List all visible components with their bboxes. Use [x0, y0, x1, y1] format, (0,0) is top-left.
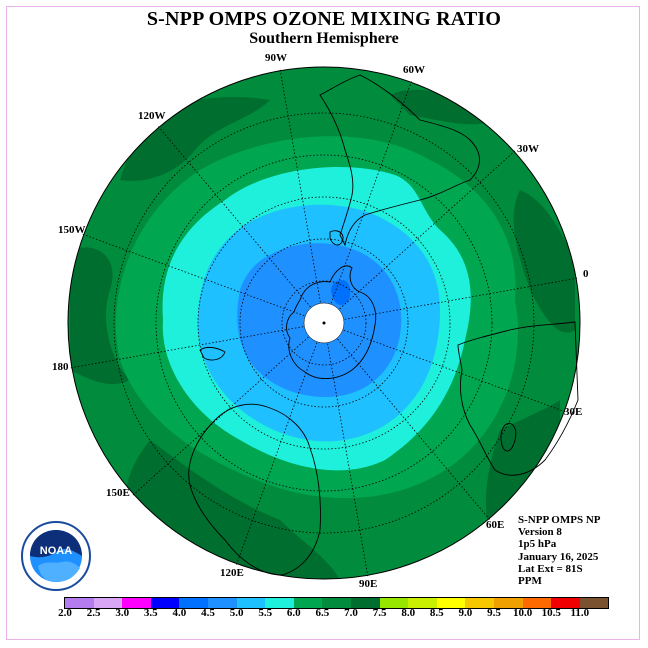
colorbar-cell — [522, 598, 552, 608]
lon-label-60e: 60E — [486, 519, 504, 531]
info-instrument: S-NPP OMPS NP — [518, 514, 601, 526]
colorbar-tick-label: 4.0 — [172, 607, 187, 619]
colorbar-tick-label: 3.0 — [115, 607, 130, 619]
colorbar-tick-label: 10.5 — [541, 607, 561, 619]
lon-label-30w: 30W — [517, 143, 539, 155]
longitude-labels: 90W 60W 30W 0 30E 60E 90E 120E 150E 180 … — [52, 52, 589, 590]
colorbar-tick-label: 2.5 — [86, 607, 101, 619]
colorbar-cell — [150, 598, 180, 608]
colorbar-tick-label: 11.0 — [570, 607, 590, 619]
coastline-peninsula — [329, 230, 344, 246]
colorbar-cell — [322, 598, 351, 608]
colorbar-cell — [122, 598, 151, 608]
graticule — [69, 68, 579, 578]
lon-label-90e: 90E — [359, 578, 377, 590]
colorbar-tick-label: 5.0 — [229, 607, 244, 619]
info-block: S-NPP OMPS NP Version 8 1p5 hPa January … — [518, 514, 601, 587]
colorbar-cell — [65, 598, 94, 608]
colorbar-cell — [379, 598, 409, 608]
colorbar-cell — [207, 598, 237, 608]
coastline-south-america — [319, 74, 480, 247]
noaa-logo-text: NOAA — [40, 545, 72, 557]
figure-frame — [6, 6, 640, 640]
ozone-patch-dark — [513, 190, 575, 333]
info-version: Version 8 — [518, 526, 562, 539]
page-title: S-NPP OMPS OZONE MIXING RATIO — [146, 8, 502, 30]
colorbar-cell — [579, 598, 609, 608]
lon-label-60w: 60W — [403, 64, 425, 76]
colorbar-cell — [465, 598, 494, 608]
coastline-africa — [457, 321, 579, 476]
colorbar-cell — [551, 598, 580, 608]
colorbar-tick-label: 6.5 — [315, 607, 330, 619]
lon-label-0: 0 — [583, 268, 589, 280]
colorbar-tick-label: 7.5 — [372, 607, 387, 619]
south-pole-marker — [322, 321, 326, 325]
coastline-new-zealand — [199, 346, 226, 361]
colorbar-cell — [350, 598, 380, 608]
ozone-band-4p0 — [331, 279, 351, 305]
colorbar-cell — [293, 598, 323, 608]
colorbar-tick-label: 8.0 — [401, 607, 416, 619]
ozone-patch-dark — [70, 247, 130, 385]
colorbar-cell — [93, 598, 123, 608]
ozone-patch-dark — [390, 89, 500, 125]
lon-label-180: 180 — [52, 361, 69, 373]
colorbar-cell — [236, 598, 266, 608]
colorbar-cell — [408, 598, 437, 608]
info-lat-ext: Lat Ext = 81S — [518, 562, 583, 575]
colorbar-cell — [179, 598, 208, 608]
colorbar-tick-label: 6.0 — [286, 607, 301, 619]
info-pressure: 1p5 hPa — [518, 538, 557, 551]
lon-label-120w: 120W — [138, 110, 166, 122]
lon-label-30e: 30E — [564, 406, 582, 418]
info-units: PPM — [518, 575, 542, 588]
colorbar-tick-label: 8.5 — [429, 607, 444, 619]
colorbar-tick-label: 7.0 — [344, 607, 358, 619]
lon-label-120e: 120E — [220, 567, 244, 579]
colorbar — [64, 597, 610, 609]
page-subtitle: Southern Hemisphere — [249, 30, 399, 47]
colorbar-tick-label: 9.5 — [487, 607, 501, 619]
lon-label-150w: 150W — [58, 224, 86, 236]
coastlines — [188, 74, 579, 576]
coastline-madagascar — [500, 423, 517, 452]
noaa-logo: NOAA — [21, 521, 91, 591]
colorbar-tick-label: 3.5 — [143, 607, 158, 619]
ozone-patch-dark — [485, 400, 560, 535]
colorbar-tick-label: 9.0 — [458, 607, 473, 619]
colorbar-tick-label: 2.0 — [58, 607, 72, 619]
info-date: January 16, 2025 — [518, 550, 599, 563]
colorbar-tick-label: 5.5 — [258, 607, 273, 619]
lon-label-150e: 150E — [106, 487, 130, 499]
map-boundary — [67, 66, 581, 580]
lon-label-90w: 90W — [265, 52, 287, 64]
colorbar-cell — [436, 598, 466, 608]
colorbar-cell — [493, 598, 523, 608]
coastline-australia — [188, 403, 321, 576]
colorbar-cell — [265, 598, 294, 608]
coastline-antarctica — [286, 265, 377, 379]
colorbar-tick-label: 4.5 — [201, 607, 215, 619]
colorbar-tick-label: 10.0 — [512, 607, 533, 619]
